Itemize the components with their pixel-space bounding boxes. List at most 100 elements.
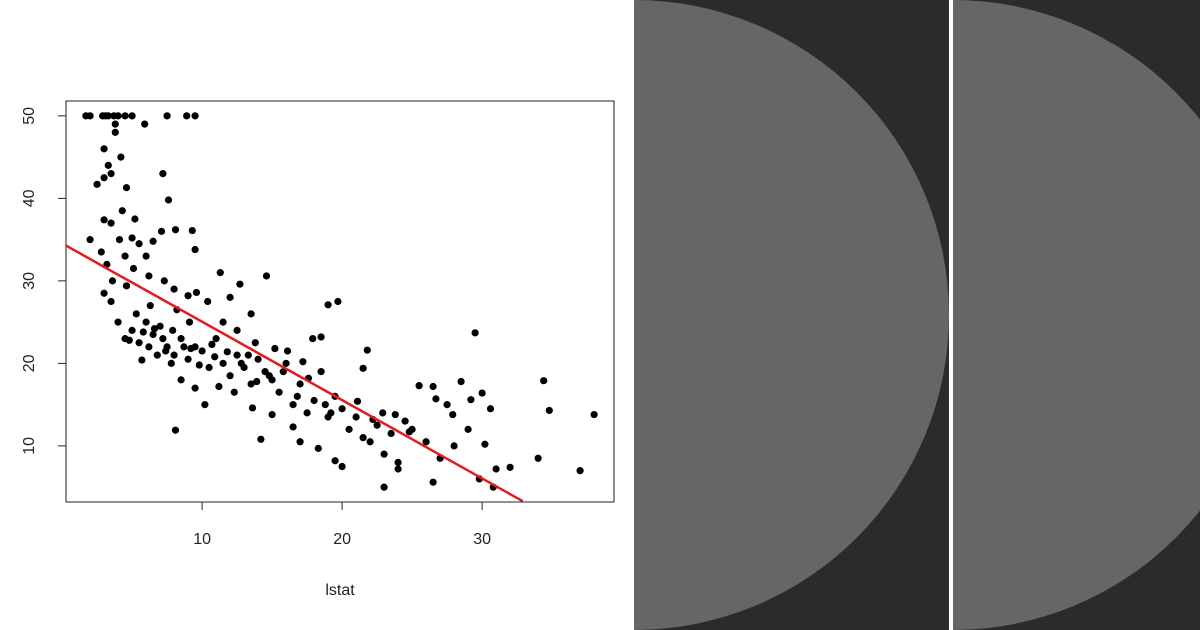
point (317, 368, 325, 376)
point (86, 236, 94, 244)
point (129, 264, 138, 273)
y-tick-label: 10 (21, 437, 38, 455)
point (432, 395, 440, 403)
point (146, 302, 154, 310)
point (353, 397, 362, 405)
point (139, 328, 147, 336)
point (471, 329, 479, 337)
point (486, 405, 495, 413)
point (449, 410, 457, 419)
point (121, 112, 129, 120)
point (201, 401, 209, 409)
point (162, 347, 170, 355)
point (100, 174, 108, 182)
point (379, 409, 387, 417)
point (183, 112, 191, 120)
point (156, 322, 164, 330)
point (279, 368, 287, 376)
point (324, 301, 332, 309)
point (191, 384, 199, 392)
point (317, 333, 325, 341)
point (391, 410, 399, 419)
point (128, 326, 136, 334)
point (118, 207, 126, 215)
point (309, 335, 317, 343)
point (254, 355, 262, 363)
point (159, 335, 167, 343)
point (314, 444, 322, 452)
point (187, 344, 195, 353)
point (251, 339, 259, 347)
point (171, 226, 180, 234)
point (100, 289, 108, 297)
point (135, 240, 143, 248)
point (296, 438, 304, 446)
point (157, 227, 166, 235)
x-tick-label: 30 (473, 531, 491, 548)
point (107, 170, 115, 178)
point (268, 410, 276, 419)
point (145, 272, 153, 280)
point (177, 376, 185, 384)
point (211, 353, 219, 361)
y-tick-label: 50 (21, 107, 38, 125)
point (299, 358, 307, 366)
point (345, 425, 353, 433)
point (481, 440, 489, 448)
point (506, 463, 514, 471)
point (405, 428, 413, 436)
point (149, 237, 157, 245)
point (104, 112, 112, 120)
point (271, 344, 279, 353)
point (159, 170, 167, 178)
point (212, 335, 220, 343)
point (149, 330, 157, 339)
point (429, 382, 437, 391)
point (373, 421, 381, 429)
point (180, 343, 188, 351)
chart: lstat 10 20 30 10 20 30 40 50 (21, 100, 615, 599)
point (135, 339, 143, 347)
point (226, 293, 234, 301)
point (167, 359, 175, 367)
point (380, 450, 388, 458)
point (492, 465, 500, 473)
point (107, 297, 115, 306)
decor-disc (953, 0, 1200, 630)
decor-panel (634, 0, 949, 630)
point (104, 161, 112, 169)
point (247, 310, 255, 318)
point (282, 359, 290, 367)
point (121, 252, 129, 260)
point (283, 347, 292, 355)
point (160, 277, 168, 285)
decor-disc (634, 0, 949, 630)
point (429, 478, 437, 486)
point (223, 348, 231, 356)
point (184, 355, 192, 363)
point (138, 356, 146, 364)
point (117, 153, 125, 161)
point (540, 377, 548, 385)
point (334, 297, 342, 306)
point (184, 292, 192, 300)
point (293, 392, 301, 400)
point (219, 318, 227, 326)
point (236, 280, 244, 288)
point (114, 318, 122, 326)
point (142, 252, 150, 260)
point (289, 423, 297, 431)
point (171, 426, 180, 434)
y-tick-label: 20 (21, 354, 38, 372)
point (338, 462, 346, 471)
point (226, 372, 234, 380)
point (296, 380, 304, 388)
point (107, 219, 115, 227)
point (310, 396, 318, 405)
point (366, 438, 374, 446)
point (545, 406, 553, 415)
point (97, 248, 105, 256)
point (108, 277, 117, 285)
point (244, 351, 252, 359)
